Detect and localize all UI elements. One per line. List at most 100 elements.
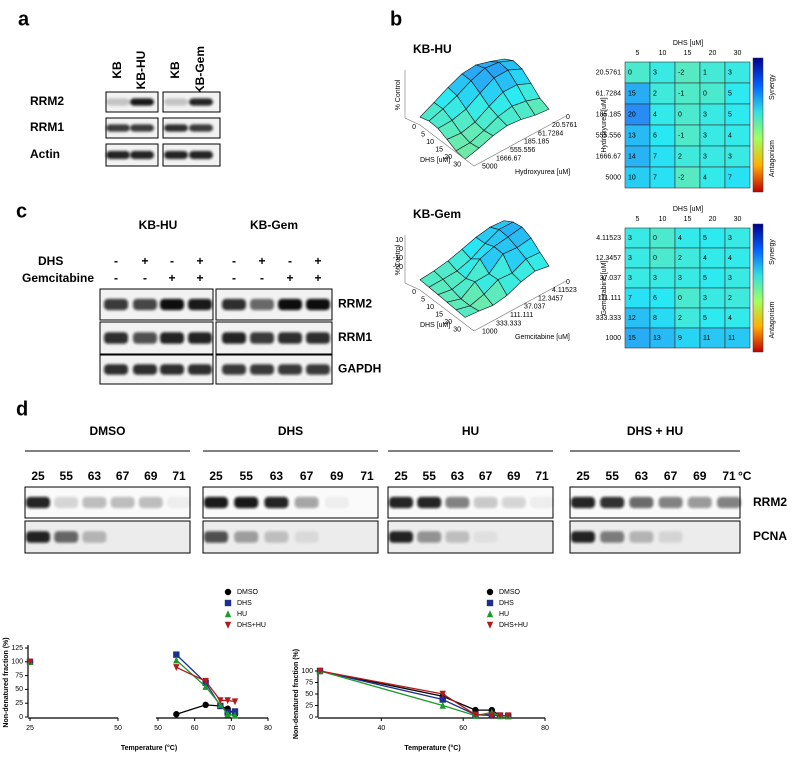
legend-marker — [486, 599, 494, 607]
marker — [439, 701, 446, 709]
heatmap-column: 20 — [709, 50, 717, 57]
band — [164, 98, 188, 106]
plot-title: KB-HU — [413, 42, 452, 56]
band — [130, 98, 154, 106]
cell-value: 8 — [653, 315, 657, 322]
z-tick-label: -10 — [393, 255, 403, 262]
cell-value: 0 — [678, 111, 682, 118]
temperature-label: 55 — [240, 469, 254, 483]
cell-value: 4 — [728, 132, 732, 139]
band — [133, 332, 157, 344]
temperature-label: 63 — [88, 469, 102, 483]
band — [82, 496, 107, 509]
temperature-label: 71 — [172, 469, 186, 483]
y-tick-label: 75 — [305, 679, 313, 686]
treatment-sign: - — [114, 271, 118, 285]
band — [294, 531, 319, 543]
band — [445, 496, 470, 509]
band — [600, 531, 625, 543]
band — [687, 496, 712, 509]
treatment-sign: + — [196, 254, 203, 268]
temperature-label: 63 — [270, 469, 284, 483]
band — [234, 531, 259, 543]
band — [189, 151, 213, 159]
band — [324, 496, 349, 509]
band — [133, 298, 157, 311]
row-label: RRM2 — [753, 495, 787, 509]
band — [501, 496, 526, 509]
cell-value: 11 — [703, 335, 710, 342]
band — [164, 124, 188, 132]
heatmap-column: 20 — [709, 216, 717, 223]
marker — [231, 711, 239, 719]
band — [389, 496, 413, 509]
cell-value: 4 — [728, 315, 732, 322]
cell-value: 3 — [628, 255, 632, 262]
y-tick-label: 555.556 — [510, 147, 535, 154]
heatmap-row-label: 1666.67 — [596, 153, 621, 160]
band — [164, 151, 188, 159]
band — [389, 531, 413, 543]
cell-value: 2 — [728, 295, 732, 302]
cell-value: 3 — [653, 275, 657, 282]
heatmap-row-label: 20.5761 — [596, 69, 621, 76]
treatment-sign: - — [114, 254, 118, 268]
band — [160, 364, 184, 375]
row-label: RRM2 — [30, 94, 64, 108]
marker — [504, 712, 512, 720]
band — [629, 496, 654, 509]
band — [82, 531, 107, 543]
band — [278, 364, 302, 375]
marker — [231, 698, 239, 706]
group-label: KB-Gem — [250, 218, 298, 232]
cell-value: 3 — [703, 111, 707, 118]
cell-value: 4 — [678, 235, 682, 242]
cell-value: 3 — [728, 235, 732, 242]
band — [658, 496, 683, 509]
temperature-label: 69 — [144, 469, 158, 483]
cell-value: 5 — [703, 315, 707, 322]
band — [250, 298, 274, 311]
row-label: PCNA — [753, 529, 787, 543]
band — [204, 496, 228, 509]
heatmap-y-label: Gemcitabine [uM] — [601, 261, 608, 316]
band — [130, 124, 154, 132]
band — [130, 151, 154, 159]
unit-label: °C — [738, 469, 752, 483]
treatment-sign: + — [314, 254, 321, 268]
y-tick-label: 61.7284 — [538, 130, 563, 137]
marker — [224, 710, 231, 718]
treatment-sign: - — [170, 254, 174, 268]
band — [445, 531, 470, 543]
treatment-sign: - — [143, 271, 147, 285]
colorbar — [752, 57, 764, 193]
cell-value: 0 — [628, 69, 632, 76]
x-tick-label: 5 — [421, 296, 425, 303]
cell-value: -2 — [678, 174, 684, 181]
band — [188, 298, 212, 311]
band — [571, 531, 595, 543]
heatmap-row-label: 555.556 — [596, 132, 621, 139]
treatment-sign: + — [314, 271, 321, 285]
cell-value: 2 — [653, 90, 657, 97]
legend-marker — [224, 621, 232, 629]
band — [189, 98, 213, 106]
surface-facet — [455, 305, 480, 318]
band — [222, 332, 246, 344]
y-tick-label: 125 — [11, 645, 23, 652]
z-tick-label: 0 — [399, 246, 403, 253]
heatmap-column: 10 — [659, 216, 667, 223]
heatmap-column: 30 — [734, 216, 742, 223]
marker — [26, 658, 34, 666]
x-tick-label: 30 — [453, 161, 461, 168]
band — [160, 298, 184, 311]
band — [188, 364, 212, 375]
marker — [439, 696, 446, 703]
band — [104, 298, 128, 311]
band — [417, 531, 442, 543]
heatmap-column: 30 — [734, 50, 742, 57]
cell-value: 1 — [703, 69, 707, 76]
x-tick-label: 80 — [264, 725, 272, 732]
y-tick-label: 185.185 — [524, 139, 549, 146]
